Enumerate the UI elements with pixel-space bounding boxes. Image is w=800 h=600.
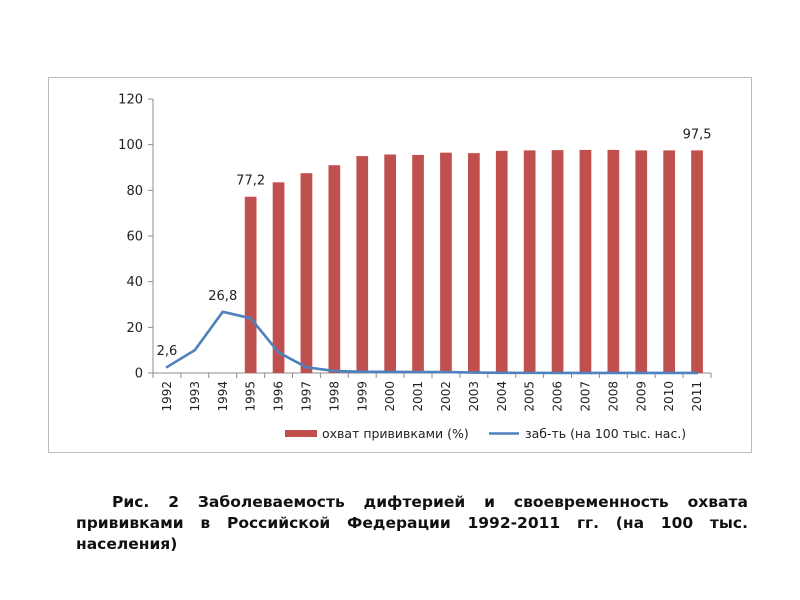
x-tick-label: 2006 (551, 381, 565, 412)
y-tick-label: 0 (135, 367, 143, 382)
chart-frame: 0 20 40 60 80 100 120 1992 1993 1994 1995 1996 1997 1… (48, 77, 752, 453)
bar (551, 150, 564, 373)
bar (300, 173, 313, 373)
x-tick-label: 1998 (327, 381, 341, 412)
x-tick-label: 2004 (495, 381, 509, 412)
figure-caption: Рис. 2 Заболеваемость дифтерией и своевр… (76, 493, 748, 553)
bar (244, 196, 257, 373)
bar (523, 150, 536, 373)
bar (663, 150, 676, 373)
legend-label: заб-ть (на 100 тыс. нас.) (525, 426, 686, 441)
bar (356, 156, 369, 373)
x-tick-label: 1995 (244, 381, 258, 412)
y-tick-label: 40 (126, 275, 143, 290)
legend: охват прививками (%) заб-ть (на 100 тыс. … (285, 426, 686, 441)
x-tick-label: 2003 (467, 381, 481, 412)
x-tick-label: 2005 (523, 381, 537, 412)
line-series (165, 310, 699, 375)
y-tick-label: 80 (126, 184, 143, 199)
y-tick-label: 20 (126, 321, 143, 336)
bar (467, 153, 480, 373)
data-label: 97,5 (683, 127, 712, 142)
chart: 0 20 40 60 80 100 120 1992 1993 1994 1995 1996 1997 1… (118, 93, 712, 442)
x-tick-label: 2008 (606, 381, 620, 412)
x-tick-label: 2009 (634, 381, 648, 412)
bar (691, 150, 703, 373)
data-label: 26,8 (208, 289, 237, 304)
x-tick-label: 1993 (188, 381, 202, 412)
legend-label: охват прививками (%) (322, 426, 469, 441)
x-tick-label: 2011 (690, 381, 704, 412)
x-tick-label: 1999 (355, 381, 369, 412)
x-tick-label: 1996 (272, 381, 286, 412)
bar (272, 182, 285, 373)
bar (412, 154, 424, 373)
bar (635, 150, 648, 373)
bar (607, 149, 620, 373)
y-tick-label: 120 (118, 93, 143, 108)
bar (579, 149, 592, 373)
data-label: 2,6 (157, 344, 178, 359)
legend-bar-swatch (285, 430, 317, 437)
x-tick-label: 1992 (160, 381, 174, 412)
y-tick-label: 100 (118, 138, 143, 153)
bar (440, 152, 452, 373)
x-tick-label: 2001 (411, 381, 425, 412)
bar (328, 165, 341, 373)
data-label: 77,2 (236, 174, 265, 189)
x-tick-label: 1997 (299, 381, 313, 412)
x-tick-label: 1994 (216, 381, 230, 412)
bar (495, 150, 508, 373)
y-tick-label: 60 (126, 230, 143, 245)
x-tick-label: 2010 (662, 381, 676, 412)
x-tick-label: 2002 (439, 381, 453, 412)
x-tick-label: 2007 (578, 381, 592, 412)
bar (384, 154, 397, 373)
x-tick-label: 2000 (383, 381, 397, 412)
